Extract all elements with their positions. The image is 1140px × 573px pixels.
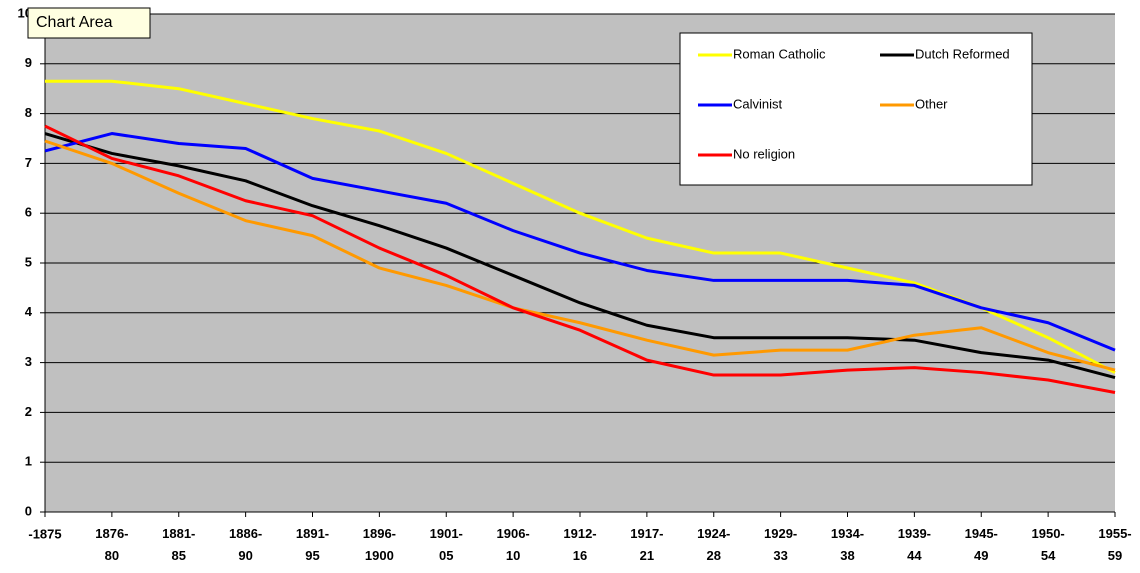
y-tick-label: 6 bbox=[25, 205, 32, 220]
y-tick-label: 0 bbox=[25, 503, 32, 518]
x-tick-label: 1950-54 bbox=[1032, 526, 1065, 563]
x-tick-label: 1912-16 bbox=[563, 526, 596, 563]
y-tick-label: 2 bbox=[25, 404, 32, 419]
x-tick-label: 1917-21 bbox=[630, 526, 663, 563]
y-tick-label: 1 bbox=[25, 454, 32, 469]
series-line bbox=[44, 132, 1116, 379]
tooltip-box bbox=[27, 7, 151, 39]
x-tick-label: 1891-95 bbox=[296, 526, 329, 563]
x-tick-label: 1901-05 bbox=[430, 526, 463, 563]
x-tick-label: 1934-38 bbox=[831, 526, 864, 563]
y-tick-label: 5 bbox=[25, 254, 32, 269]
legend-label: Roman Catholic bbox=[733, 46, 826, 61]
legend-label: Dutch Reformed bbox=[915, 46, 1010, 61]
x-tick-label: 1939-44 bbox=[898, 526, 931, 563]
y-tick-label: 9 bbox=[25, 55, 32, 70]
legend-label: Calvinist bbox=[733, 96, 783, 111]
x-tick-label: 1945-49 bbox=[965, 526, 998, 563]
x-tick-label: -1875 bbox=[28, 526, 61, 541]
series-line bbox=[44, 139, 1116, 372]
x-tick-label: 1881-85 bbox=[162, 526, 195, 563]
legend-label: Other bbox=[915, 96, 948, 111]
legend-box bbox=[679, 32, 1033, 186]
y-tick-label: 7 bbox=[25, 155, 32, 170]
y-tick-label: 8 bbox=[25, 105, 32, 120]
x-tick-label: 1886-90 bbox=[229, 526, 262, 563]
series-line bbox=[45, 79, 1116, 374]
x-tick-label: 1929-33 bbox=[764, 526, 797, 563]
tooltip: Chart Area bbox=[36, 14, 113, 31]
x-tick-label: 1924-28 bbox=[697, 526, 730, 563]
legend-label: No religion bbox=[733, 146, 795, 161]
x-tick-label: 1896-1900 bbox=[363, 526, 396, 563]
y-tick-label: 3 bbox=[25, 354, 32, 369]
y-tick-label: 4 bbox=[25, 304, 33, 319]
x-tick-label: 1906-10 bbox=[497, 526, 530, 563]
x-tick-label: 1955-59 bbox=[1098, 526, 1131, 563]
x-tick-label: 1876-80 bbox=[95, 526, 128, 563]
series-line bbox=[44, 132, 1116, 352]
series-line bbox=[44, 124, 1116, 394]
